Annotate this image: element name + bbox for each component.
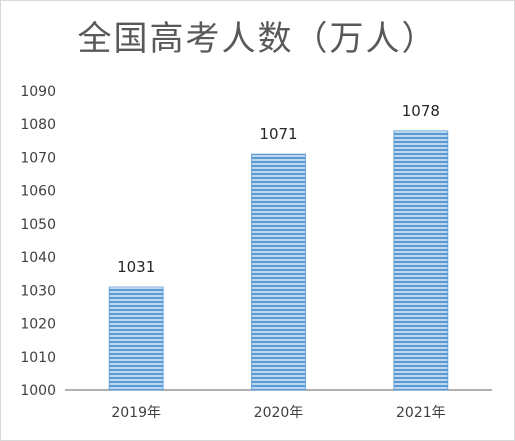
y-tick-label: 1020: [20, 317, 56, 333]
y-tick-label: 1030: [20, 283, 56, 299]
bar: [251, 153, 306, 391]
bar: [393, 130, 449, 391]
x-tick-label: 2021年: [396, 405, 446, 421]
y-tick-label: 1090: [20, 84, 56, 100]
y-tick-label: 1040: [20, 250, 56, 266]
x-tick-label: 2019年: [111, 405, 161, 421]
chart-title: 全国高考人数（万人）: [77, 19, 438, 59]
y-tick-label: 1000: [20, 383, 56, 399]
data-label: 1031: [117, 258, 155, 276]
plot-area: 1000 1010 1020 1030 1040 1050 1060 1070 1080 1090…: [20, 84, 492, 421]
data-label: 1071: [259, 125, 297, 143]
data-label: 1078: [402, 102, 440, 120]
x-tick-label: 2020年: [254, 405, 304, 421]
y-tick-label: 1080: [20, 117, 56, 133]
y-tick-label: 1060: [20, 184, 56, 200]
y-tick-label: 1050: [20, 217, 56, 233]
y-tick-label: 1010: [20, 350, 56, 366]
bar: [108, 286, 164, 391]
y-tick-label: 1070: [20, 150, 56, 166]
